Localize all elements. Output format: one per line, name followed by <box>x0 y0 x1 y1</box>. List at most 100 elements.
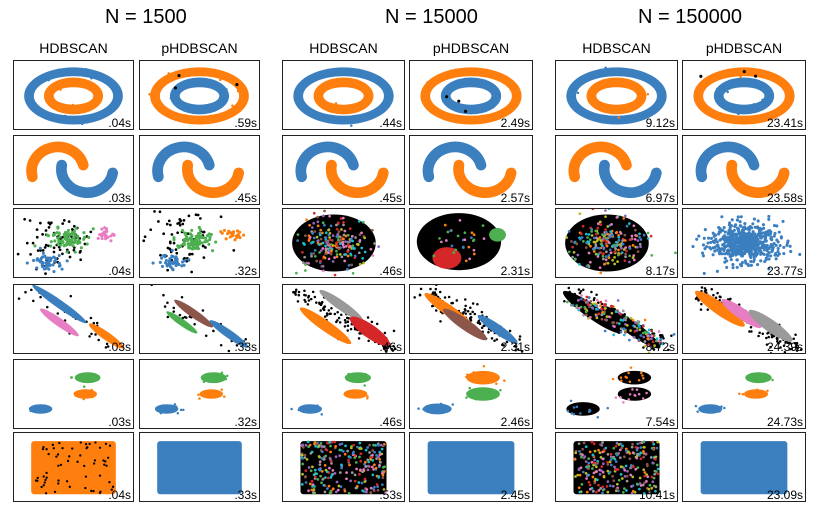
cluster-point <box>338 454 342 457</box>
cluster-point <box>339 485 343 488</box>
cluster-point <box>376 485 380 488</box>
noise-point <box>30 288 33 292</box>
cluster-point <box>605 244 609 248</box>
cluster-point <box>193 246 197 250</box>
cluster-point <box>596 462 599 465</box>
cluster-point <box>316 408 320 411</box>
noise-point <box>794 345 798 349</box>
cluster-point <box>760 395 764 399</box>
cluster-point <box>174 258 178 262</box>
cluster-point <box>788 244 792 248</box>
cluster-point <box>619 318 623 322</box>
cluster-point <box>339 242 342 246</box>
cluster-point <box>574 451 578 455</box>
cluster-point <box>599 300 603 304</box>
cluster-point <box>82 385 86 388</box>
cluster-point <box>362 468 366 471</box>
cluster-point <box>645 391 648 395</box>
noise-point <box>311 290 315 294</box>
noise-point <box>43 246 47 249</box>
cluster-point <box>323 490 327 494</box>
cluster-point <box>112 233 116 237</box>
cluster-point <box>348 240 352 244</box>
noise-point <box>469 312 472 316</box>
cluster-point <box>307 234 311 238</box>
noise-point <box>516 348 520 351</box>
scatter-point <box>84 105 87 109</box>
cluster-point <box>633 394 637 397</box>
noise-point <box>336 319 339 322</box>
cluster-point <box>567 229 571 233</box>
noise-point <box>23 217 26 221</box>
cluster-point <box>611 233 614 237</box>
cluster-point <box>619 330 623 334</box>
noise-point <box>163 305 167 308</box>
ring-hole <box>53 87 94 105</box>
noise-point <box>370 320 374 324</box>
scatter-point <box>777 106 780 110</box>
scatter-point <box>613 82 617 85</box>
cluster-point <box>760 242 764 246</box>
cluster-point <box>342 245 346 249</box>
cluster-point <box>482 364 486 368</box>
cluster-point <box>187 257 191 262</box>
noise-point <box>792 337 795 340</box>
cluster-point <box>592 471 596 475</box>
cluster-point <box>325 448 329 452</box>
scatter-point <box>722 102 726 106</box>
cluster-point <box>634 321 637 324</box>
noise-point <box>31 241 35 245</box>
cluster-point <box>616 253 620 257</box>
cluster-point <box>335 223 338 227</box>
cluster-point <box>312 211 316 215</box>
noise-point <box>434 309 438 312</box>
cluster-point <box>341 450 345 453</box>
cluster-point <box>642 233 646 237</box>
cluster-point <box>571 255 574 259</box>
cluster-point <box>165 263 169 267</box>
noise-point <box>42 484 45 487</box>
cluster-point <box>204 394 207 397</box>
cluster-point <box>715 248 719 252</box>
scatter-plot <box>691 214 802 275</box>
upper-moon-cluster <box>295 141 359 183</box>
scatter-point <box>510 88 513 92</box>
noise-point <box>490 337 494 340</box>
noise-point <box>68 455 71 458</box>
cluster-point <box>304 443 308 447</box>
cluster-point <box>594 243 598 247</box>
cluster-point <box>87 235 91 240</box>
cluster-point <box>369 486 373 490</box>
cluster-point <box>622 248 626 251</box>
cluster-point <box>371 473 375 477</box>
ring-hole <box>323 87 364 105</box>
cluster-point <box>602 246 606 250</box>
scatter-point <box>35 107 38 110</box>
lower-moon-cluster <box>453 159 517 198</box>
scatter-point <box>482 106 486 110</box>
scatter-panel: 2.45s <box>409 432 533 502</box>
noise-point <box>375 322 379 326</box>
cluster-point <box>474 397 478 401</box>
cluster-point <box>104 237 108 241</box>
cluster-point <box>375 483 379 486</box>
cluster-point <box>313 441 317 444</box>
noise-point <box>471 310 474 314</box>
scatter-point <box>788 96 792 99</box>
cluster-point <box>342 223 345 227</box>
sample-size-title: N = 150000 <box>638 6 742 28</box>
upper-moon-cluster <box>568 141 632 183</box>
cluster-point <box>723 406 726 410</box>
runtime-label: .03s <box>108 415 131 429</box>
cluster-point <box>633 237 637 241</box>
cluster-point <box>320 456 324 460</box>
cluster-point <box>72 236 76 240</box>
scatter-point <box>758 86 762 89</box>
cluster-point <box>336 488 340 492</box>
scatter-plot <box>292 288 397 353</box>
scatter-point <box>717 97 720 101</box>
cluster-point <box>617 235 621 239</box>
noise-point <box>748 330 751 333</box>
cluster-point <box>732 237 736 241</box>
cluster-point <box>174 263 178 267</box>
